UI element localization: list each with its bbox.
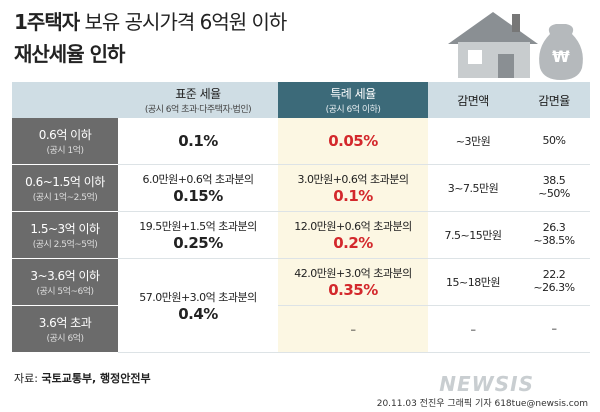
ratio-cell: 22.2 ~26.3%	[518, 258, 590, 306]
bracket: 0.6억 이하	[38, 128, 92, 142]
table-row: 0.6~1.5억 이하 (공시 1억~2.5억) 6.0만원+0.6억 초과분의 0.…	[12, 164, 590, 212]
bracket: 3.6억 초과	[38, 316, 92, 330]
ratio-cell: 50%	[518, 118, 590, 165]
subtitle: 재산세율 인하	[14, 42, 125, 66]
title: 1주택자 보유 공시가격 6억원 이하	[14, 6, 287, 35]
column-note: (공시 6억 이하)	[325, 105, 381, 115]
table-body: 0.6억 이하 (공시 1억) 0.1% 0.05% ~3만원 50% 0.6~1.5억 이…	[12, 118, 590, 353]
bracket-cell: 3~3.6억 이하 (공시 5억~6억)	[12, 258, 118, 306]
standard-cell: 0.1%	[118, 118, 278, 165]
standard-base: 19.5만원+1.5억 초과분의	[139, 220, 257, 233]
bracket-note: (공시 5억~6억)	[36, 287, 95, 297]
standard-rate: 0.4%	[178, 304, 218, 323]
title-bold: 1주택자	[14, 10, 80, 34]
special-rate: 0.2%	[333, 234, 373, 252]
bracket: 1.5~3억 이하	[30, 222, 100, 236]
standard-cell: 19.5만원+1.5억 초과분의 0.25%	[118, 211, 278, 259]
bracket-cell: 1.5~3억 이하 (공시 2.5억~5억)	[12, 211, 118, 259]
standard-cell: 57.0만원+3.0억 초과분의 0.4%	[118, 258, 278, 353]
header-cell: 특례 세율 (공시 6억 이하)	[278, 82, 428, 118]
special-cell: 3.0만원+0.6억 초과분의 0.1%	[278, 164, 428, 212]
ratio-cell: 38.5 ~50%	[518, 164, 590, 212]
column-note: (공시 6억 초과·다주택자·법인)	[144, 105, 252, 115]
special-cell: –	[278, 305, 428, 353]
reduction-cell: 15~18만원	[428, 258, 518, 306]
header-row: 표준 세율 (공시 6억 초과·다주택자·법인) 특례 세율 (공시 6억 이하) 감면…	[12, 82, 590, 118]
credit: 20.11.03 전진우 그래픽 기자 618tue@newsis.com	[376, 399, 588, 409]
standard-base: 6.0만원+0.6억 초과분의	[142, 173, 254, 186]
table-row: 1.5~3억 이하 (공시 2.5억~5억) 19.5만원+1.5억 초과분의 0.2…	[12, 211, 590, 259]
bracket-note: (공시 2.5억~5억)	[32, 240, 98, 250]
house-icon: ₩	[448, 12, 583, 80]
standard-rate: 0.15%	[173, 187, 223, 205]
bracket-note: (공시 1억~2.5억)	[32, 193, 98, 203]
reduction-cell: 7.5~15만원	[428, 211, 518, 259]
standard-rate: 0.1%	[178, 132, 218, 150]
special-base: 12.0만원+0.6억 초과분의	[294, 220, 412, 233]
bracket-cell: 0.6억 이하 (공시 1억)	[12, 118, 118, 165]
table-row: 3.6억 초과 (공시 6억) – – –	[12, 305, 590, 353]
standard-base: 57.0만원+3.0억 초과분의	[139, 290, 257, 304]
bracket: 0.6~1.5억 이하	[25, 175, 105, 189]
reduction-cell: –	[428, 305, 518, 353]
header-cell: 감면액	[428, 82, 518, 118]
svg-text:₩: ₩	[552, 47, 570, 66]
source: 자료: 국토교통부, 행정안전부	[14, 370, 151, 386]
bracket-cell: 3.6억 초과 (공시 6억)	[12, 305, 118, 353]
reduction-cell: ~3만원	[428, 118, 518, 165]
logo: NEWSIS	[439, 372, 534, 396]
special-base: 3.0만원+0.6억 초과분의	[297, 173, 409, 186]
special-cell: 42.0만원+3.0억 초과분의 0.35%	[278, 258, 428, 306]
special-cell: 12.0만원+0.6억 초과분의 0.2%	[278, 211, 428, 259]
special-rate: 0.1%	[333, 187, 373, 205]
special-rate: 0.05%	[328, 132, 378, 150]
column-label: 감면액	[457, 93, 489, 108]
standard-rate: 0.25%	[173, 234, 223, 252]
column-label: 특례 세율	[330, 87, 376, 101]
source-text: 국토교통부, 행정안전부	[41, 372, 151, 385]
title-rest: 보유 공시가격 6억원 이하	[84, 10, 287, 34]
header-cell: 표준 세율 (공시 6억 초과·다주택자·법인)	[118, 82, 278, 118]
special-cell: 0.05%	[278, 118, 428, 165]
column-label: 감면율	[538, 93, 570, 108]
table-row: 3~3.6억 이하 (공시 5억~6억) 57.0만원+3.0억 초과분의 0.4% 4…	[12, 258, 590, 353]
special-rate: –	[350, 322, 357, 336]
special-rate: 0.35%	[328, 281, 378, 299]
reduction-cell: 3~7.5만원	[428, 164, 518, 212]
source-label: 자료:	[14, 372, 38, 385]
standard-cell: 6.0만원+0.6억 초과분의 0.15%	[118, 164, 278, 212]
column-label: 표준 세율	[175, 87, 221, 101]
ratio-cell: 26.3 ~38.5%	[518, 211, 590, 259]
bracket: 3~3.6억 이하	[30, 269, 100, 283]
special-base: 42.0만원+3.0억 초과분의	[294, 267, 412, 280]
bracket-note: (공시 1억)	[46, 146, 84, 156]
bracket-cell: 0.6~1.5억 이하 (공시 1억~2.5억)	[12, 164, 118, 212]
table-row: 0.6억 이하 (공시 1억) 0.1% 0.05% ~3만원 50%	[12, 118, 590, 165]
header-cell: 감면율	[518, 82, 590, 118]
header-cell	[12, 82, 118, 118]
tax-table: 표준 세율 (공시 6억 초과·다주택자·법인) 특례 세율 (공시 6억 이하) 감면…	[12, 82, 590, 353]
ratio-cell: –	[518, 305, 590, 353]
bracket-note: (공시 6억)	[46, 334, 84, 344]
